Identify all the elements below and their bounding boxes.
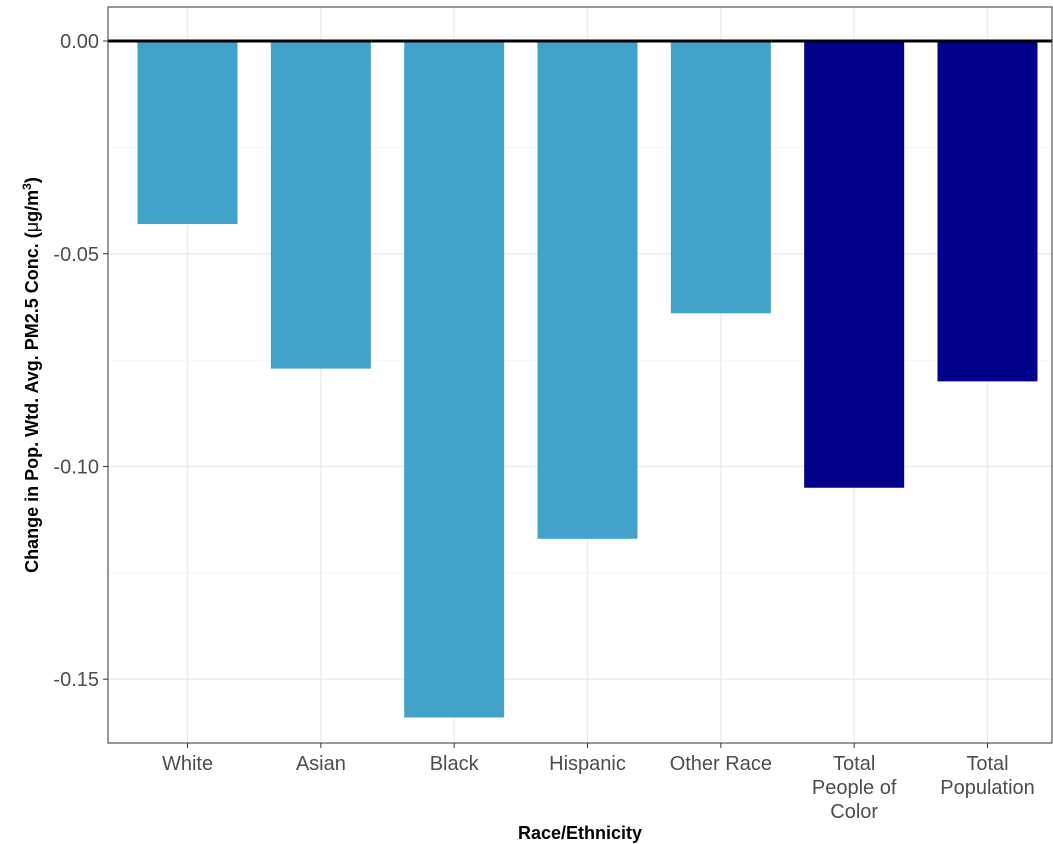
bar	[804, 41, 905, 488]
y-axis-ticks: 0.00 -0.05 -0.10 -0.15	[53, 31, 108, 691]
x-tick-label-line: Color	[830, 801, 878, 823]
x-tick-label-line: White	[162, 753, 213, 775]
y-axis-title-close: )	[22, 177, 42, 183]
bar	[137, 41, 238, 224]
y-tick-label: -0.10	[53, 456, 99, 478]
bar	[670, 41, 771, 314]
x-tick-label-line: Population	[940, 777, 1035, 799]
bar	[537, 41, 638, 539]
x-tick-label: Asian	[296, 753, 346, 775]
y-axis-title-unit: g/m	[22, 190, 42, 222]
x-tick-label-line: Hispanic	[549, 753, 626, 775]
x-tick-label-line: Total	[966, 753, 1008, 775]
y-axis-title-superscript: 3	[20, 183, 34, 190]
y-axis-title-main: Change in Pop. Wtd. Avg. PM2.5 Conc. (	[22, 232, 42, 573]
bar	[404, 41, 505, 718]
y-tick-label: -0.05	[53, 244, 99, 266]
y-tick-label: 0.00	[60, 31, 99, 53]
x-tick-label-line: Black	[430, 753, 480, 775]
x-tick-label: Black	[430, 753, 480, 775]
x-axis-ticks: White Asian Black Hispanic Other Race Total Pe…	[162, 743, 1035, 823]
x-tick-label-line: Other Race	[670, 753, 772, 775]
panel-border	[107, 6, 1053, 744]
x-tick-label-line: Asian	[296, 753, 346, 775]
x-tick-label-line: People of	[812, 777, 897, 799]
bar	[937, 41, 1038, 382]
bar	[270, 41, 371, 369]
x-tick-label: Total People of Color	[812, 753, 897, 823]
x-tick-label: White	[162, 753, 213, 775]
x-tick-label-line: Total	[833, 753, 875, 775]
y-tick-label: -0.15	[53, 669, 99, 691]
x-tick-label: Hispanic	[549, 753, 626, 775]
bars	[137, 41, 1038, 718]
x-tick-label: Other Race	[670, 753, 772, 775]
x-tick-label: Total Population	[940, 753, 1035, 799]
x-axis-title: Race/Ethnicity	[518, 823, 642, 843]
y-axis-title-mu: μ	[22, 222, 42, 232]
y-axis-title: Change in Pop. Wtd. Avg. PM2.5 Conc. (μg…	[20, 177, 42, 573]
